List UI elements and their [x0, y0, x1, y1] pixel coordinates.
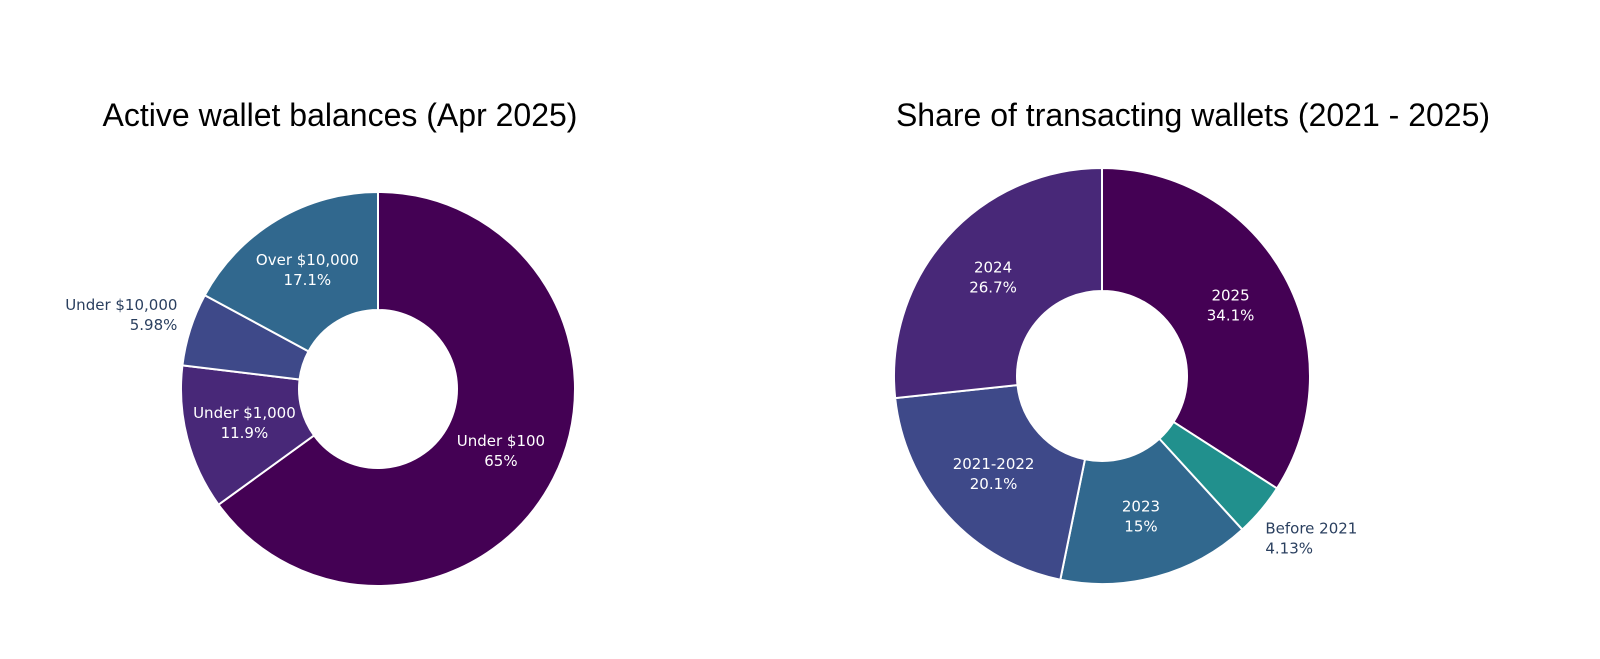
slice-label: Under $1,000 [193, 404, 296, 422]
slice-value-label: 17.1% [284, 271, 332, 289]
slice-label: Before 2021 [1265, 520, 1357, 538]
pie-slice [1059, 437, 1244, 585]
slice-value-label: 20.1% [970, 475, 1018, 493]
pie-slice [217, 190, 576, 587]
pie-slice [1101, 166, 1311, 490]
slice-label: 2024 [974, 259, 1012, 277]
chart-title: Share of transacting wallets (2021 - 202… [896, 97, 1490, 133]
slice-label: Over $10,000 [256, 251, 359, 269]
slice-value-label: 4.13% [1265, 540, 1313, 558]
slice-label: 2023 [1122, 498, 1160, 516]
chart-title: Active wallet balances (Apr 2025) [103, 97, 578, 133]
slice-label: Under $10,000 [65, 296, 177, 314]
slice-label: 2025 [1211, 286, 1249, 304]
slice-label: Under $100 [457, 432, 545, 450]
slice-value-label: 15% [1124, 518, 1157, 536]
slice-value-label: 65% [484, 452, 517, 470]
pie-slice [893, 166, 1103, 400]
slice-value-label: 34.1% [1207, 306, 1255, 324]
slice-value-label: 5.98% [130, 316, 178, 334]
slice-value-label: 11.9% [221, 424, 269, 442]
pie-slice [894, 383, 1087, 581]
pie-slice [203, 190, 379, 353]
pie-slice [180, 364, 316, 507]
slice-label: 2021-2022 [953, 455, 1035, 473]
slice-value-label: 26.7% [969, 279, 1017, 297]
